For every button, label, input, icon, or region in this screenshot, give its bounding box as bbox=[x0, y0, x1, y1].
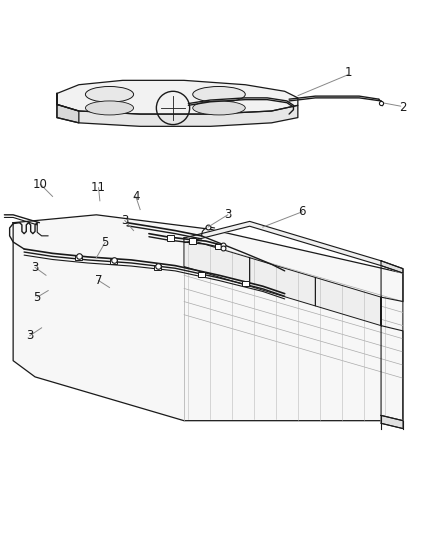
Text: 1: 1 bbox=[344, 66, 352, 79]
Polygon shape bbox=[381, 261, 403, 273]
Text: 10: 10 bbox=[33, 177, 48, 191]
Bar bbox=[189, 238, 196, 244]
Bar bbox=[198, 272, 205, 277]
Bar bbox=[154, 265, 161, 270]
Polygon shape bbox=[315, 278, 381, 326]
Bar bbox=[167, 236, 174, 241]
Ellipse shape bbox=[85, 101, 134, 115]
Text: 6: 6 bbox=[298, 205, 306, 218]
Text: 3: 3 bbox=[32, 261, 39, 274]
Text: 2: 2 bbox=[399, 101, 407, 115]
Text: 11: 11 bbox=[91, 181, 106, 194]
Polygon shape bbox=[184, 238, 250, 286]
Ellipse shape bbox=[193, 101, 245, 115]
Polygon shape bbox=[250, 258, 315, 306]
Ellipse shape bbox=[193, 86, 245, 102]
Ellipse shape bbox=[85, 86, 134, 102]
Polygon shape bbox=[57, 104, 298, 126]
Text: 4: 4 bbox=[132, 190, 140, 203]
Polygon shape bbox=[13, 215, 403, 421]
Polygon shape bbox=[381, 415, 403, 429]
Bar bbox=[242, 280, 249, 286]
Text: 7: 7 bbox=[95, 274, 102, 287]
Text: 5: 5 bbox=[34, 290, 41, 304]
Polygon shape bbox=[57, 80, 298, 114]
Polygon shape bbox=[57, 93, 79, 123]
Text: 3: 3 bbox=[121, 214, 128, 227]
Text: 5: 5 bbox=[102, 236, 109, 249]
Text: 3: 3 bbox=[26, 329, 33, 342]
Bar bbox=[215, 244, 223, 249]
Bar bbox=[110, 259, 117, 264]
Text: 3: 3 bbox=[224, 208, 231, 221]
Polygon shape bbox=[184, 221, 403, 273]
Bar bbox=[75, 255, 82, 260]
